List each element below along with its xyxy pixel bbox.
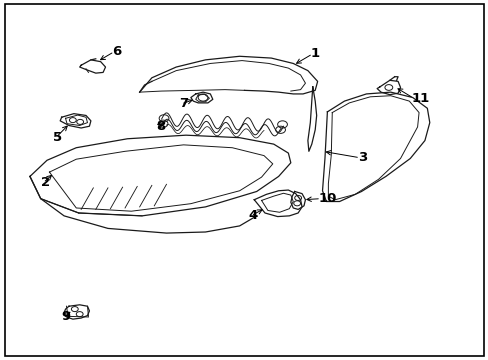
Text: 2: 2 xyxy=(41,176,50,189)
Text: 8: 8 xyxy=(156,121,164,134)
Text: 1: 1 xyxy=(310,47,319,60)
Text: 9: 9 xyxy=(61,310,71,324)
Text: 6: 6 xyxy=(112,45,121,58)
Text: 4: 4 xyxy=(248,210,257,222)
Text: 7: 7 xyxy=(178,98,187,111)
Text: 11: 11 xyxy=(410,92,428,105)
Text: 3: 3 xyxy=(357,151,366,164)
Text: 5: 5 xyxy=(53,131,62,144)
Text: 10: 10 xyxy=(318,192,336,205)
